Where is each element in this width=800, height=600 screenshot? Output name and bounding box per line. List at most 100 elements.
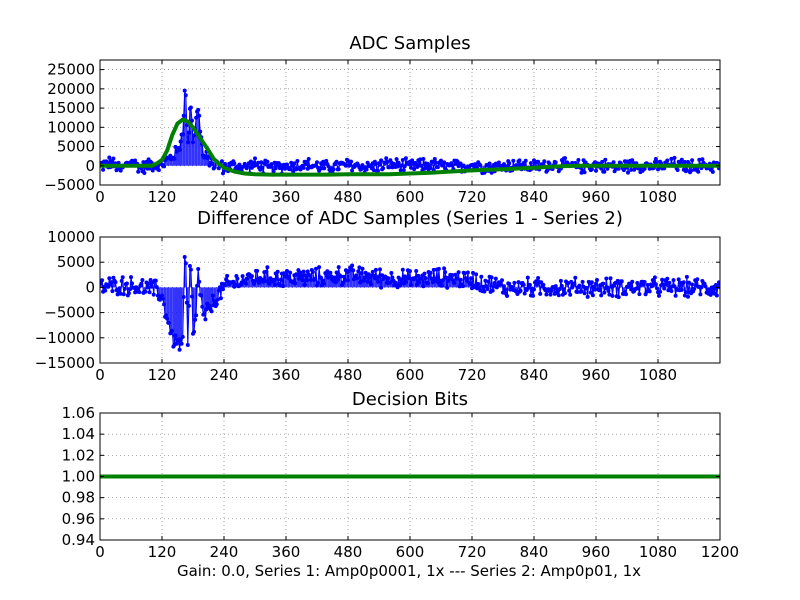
difference-title: Difference of ADC Samples (Series 1 - Se… — [197, 208, 623, 229]
difference-series-1-point — [194, 313, 199, 318]
adc-samples-series-1-point — [182, 88, 187, 93]
difference-series-1-point — [360, 266, 365, 271]
adc-samples-xtick-label: 840 — [520, 188, 549, 206]
adc-samples-series-1-point — [589, 167, 594, 172]
difference-series-1-point — [446, 279, 451, 283]
difference-series-1-point — [486, 279, 491, 284]
adc-samples-series-1-point — [517, 158, 522, 163]
difference-series-1-point — [481, 284, 486, 289]
difference-series-1-point — [467, 282, 472, 286]
decision-bits-xtick-label: 960 — [582, 543, 611, 561]
adc-samples-series-1-point — [288, 167, 293, 172]
difference-series-1-point — [338, 274, 343, 279]
difference-series-1-point — [332, 275, 337, 280]
difference-series-1-point — [129, 275, 133, 280]
difference-series-1-point — [692, 286, 697, 291]
difference-series-1-point — [170, 328, 175, 333]
adc-samples-series-group — [100, 88, 720, 177]
adc-samples-panel: 0 120 240 360 480 600 720 840 960 1080−5000050001… — [44, 33, 721, 206]
difference-ytick-label: −5000 — [44, 304, 95, 322]
difference-series-1-point — [579, 289, 584, 294]
difference-series-1-point — [304, 278, 309, 283]
difference-series-1-point — [195, 283, 200, 288]
difference-series-1-point — [307, 273, 312, 278]
adc-samples-series-1-point — [439, 158, 443, 163]
difference-series-1-point — [164, 313, 169, 318]
decision-bits-ytick-label: 0.98 — [62, 489, 95, 507]
difference-series-1-point — [130, 281, 134, 286]
difference-series-1-point — [193, 317, 198, 322]
difference-series-1-point — [407, 276, 411, 281]
adc-samples-series-1-point — [334, 159, 339, 164]
difference-series-1-point — [155, 293, 160, 298]
adc-samples-series-1-point — [141, 160, 146, 165]
difference-series-1-point — [638, 283, 643, 287]
difference-series-1-point — [351, 268, 356, 273]
difference-series-1-point — [539, 280, 544, 285]
adc-samples-series-1-point — [582, 170, 587, 175]
difference-series-1-point — [699, 285, 704, 290]
adc-samples-series-1-point — [350, 168, 355, 173]
difference-ytick-label: 5000 — [57, 253, 95, 271]
difference-series-1-point — [153, 278, 158, 283]
difference-series-1-point — [267, 281, 272, 286]
difference-series-1-point — [628, 282, 633, 287]
adc-samples-series-1-point — [371, 168, 376, 173]
adc-samples-series-1-point — [178, 139, 183, 144]
difference-series-1-point — [263, 279, 268, 284]
difference-series-1-point — [233, 282, 238, 287]
difference-series-1-point — [149, 284, 154, 289]
difference-series-1-point — [413, 276, 418, 280]
adc-samples-series-1-point — [304, 160, 309, 164]
difference-series-1-point — [557, 287, 562, 291]
difference-series-1-point — [566, 281, 571, 286]
difference-series-1-point — [143, 289, 148, 294]
difference-series-1-point — [212, 299, 217, 304]
difference-series-1-point — [389, 271, 394, 275]
difference-series-1-point — [293, 281, 298, 286]
adc-samples-series-1-point — [400, 158, 405, 162]
difference-series-1-point — [453, 272, 458, 277]
difference-series-1-point — [326, 275, 331, 280]
difference-series-1-point — [590, 293, 595, 298]
difference-series-1-point — [165, 316, 170, 321]
difference-series-1-point — [538, 291, 543, 296]
adc-samples-series-1-point — [576, 158, 581, 162]
difference-series-1-point — [585, 294, 590, 299]
difference-series-1-point — [314, 266, 318, 271]
difference-series-1-point — [493, 276, 498, 281]
difference-panel: 0 120 240 360 480 600 720 840 960 1080 −15000 −1000… — [35, 208, 721, 384]
difference-series-1-point — [277, 283, 282, 288]
difference-series-1-point — [495, 283, 500, 288]
difference-series-1-point — [140, 278, 145, 282]
difference-series-1-point — [462, 271, 467, 276]
difference-series-1-point — [370, 269, 375, 274]
difference-series-1-point — [505, 294, 510, 298]
difference-xtick-label: 120 — [148, 366, 177, 384]
difference-series-1-point — [216, 288, 221, 293]
difference-series-1-point — [589, 280, 594, 285]
difference-series-1-point — [608, 276, 613, 281]
difference-series-1-point — [376, 279, 380, 284]
difference-series-1-point — [244, 276, 249, 281]
adc-samples-series-1-point — [185, 140, 190, 145]
adc-samples-series-1-point — [669, 156, 674, 161]
difference-series-1-point — [215, 297, 220, 302]
decision-bits-xtick-label: 480 — [334, 543, 363, 561]
adc-samples-series-1-point — [197, 113, 202, 118]
difference-series-1-point — [624, 292, 628, 297]
adc-samples-series-1-point — [259, 160, 264, 165]
difference-series-1-point — [328, 270, 333, 275]
adc-samples-series-1-point — [336, 167, 341, 172]
adc-samples-series-1-point — [665, 158, 670, 163]
difference-series-1-point — [137, 290, 142, 295]
difference-series-1-point — [115, 292, 120, 297]
difference-series-1-point — [436, 266, 441, 271]
difference-xtick-label: 840 — [520, 366, 549, 384]
difference-series-1-point — [368, 282, 373, 287]
difference-series-1-point — [183, 261, 188, 266]
difference-series-1-point — [619, 279, 624, 284]
difference-series-1-point — [419, 276, 424, 281]
difference-series-1-point — [265, 265, 270, 270]
difference-series-1-point — [476, 282, 481, 286]
